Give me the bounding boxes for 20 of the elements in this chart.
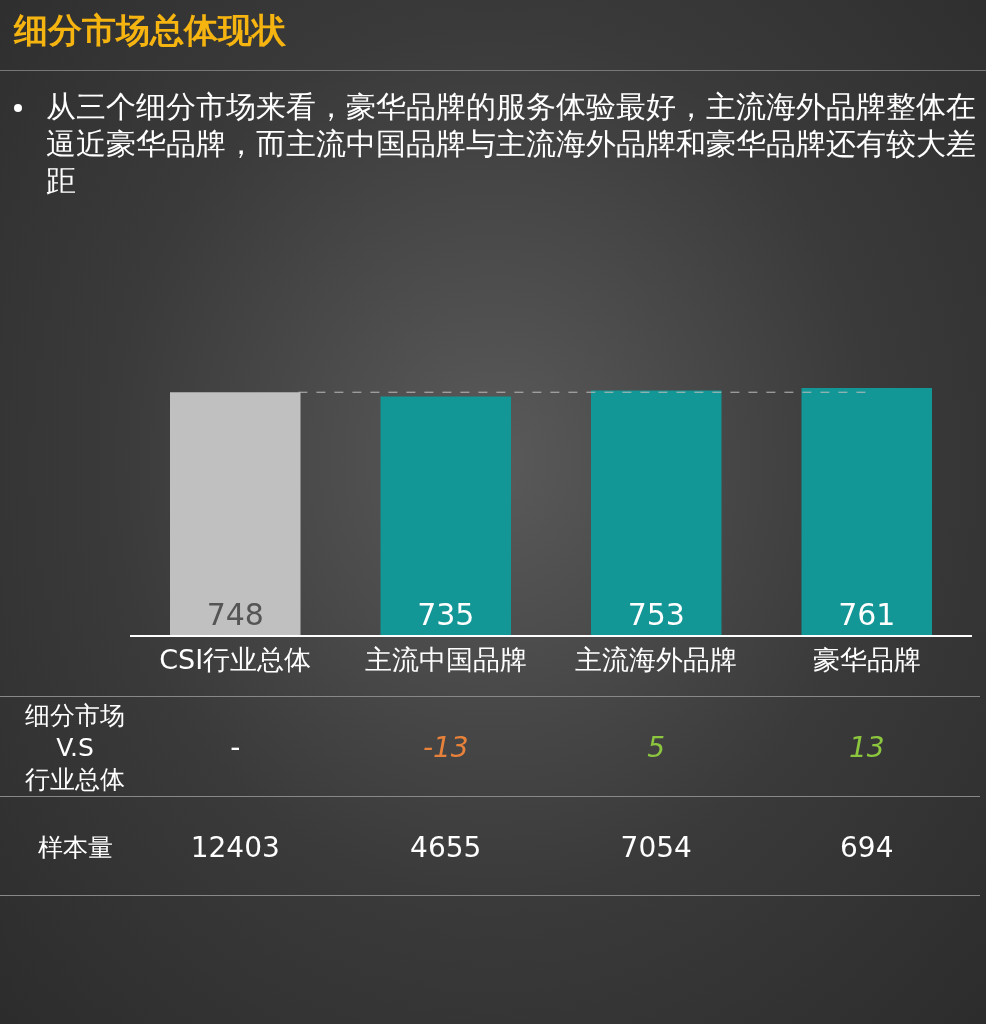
x-tick-label: 豪华品牌: [812, 644, 921, 676]
chart-title: 细分市场总体现状: [14, 9, 286, 52]
text: 694: [840, 831, 894, 864]
text: 4655: [410, 831, 482, 864]
data-label: 735: [417, 597, 475, 632]
data-label: 753: [627, 597, 685, 632]
text: 样本量: [37, 832, 113, 864]
text: -: [230, 731, 241, 764]
text: 5: [647, 731, 666, 764]
chart-subtitle: 从三个细分市场来看，豪华品牌的服务体验最好，主流海外品牌整体在逼近豪华品牌，而主流中国品牌与主流海外品牌和豪华品牌还有较大差距: [46, 88, 976, 199]
x-tick-label: 主流海外品牌: [575, 644, 738, 676]
text: 细分市场 V.S 行业总体: [25, 700, 125, 796]
data-label: 761: [838, 597, 896, 632]
x-tick-label: 主流中国品牌: [364, 644, 527, 676]
x-tick-label: CSI行业总体: [159, 644, 312, 676]
text: 7054: [620, 831, 692, 864]
text: -13: [422, 731, 469, 764]
text: 12403: [190, 831, 280, 864]
text: 13: [848, 731, 885, 764]
data-label: 748: [206, 597, 264, 632]
